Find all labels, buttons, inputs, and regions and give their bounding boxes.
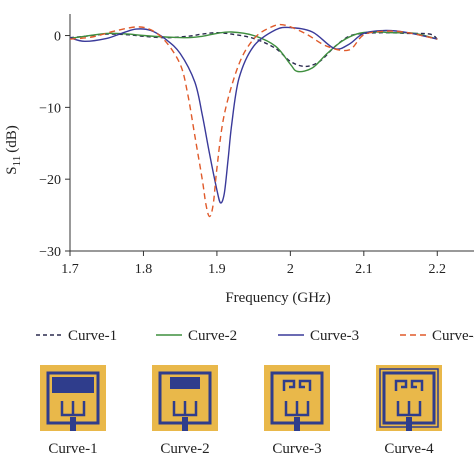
y-axis-title-unit: (dB) bbox=[4, 125, 20, 153]
legend-label: Curve-4 bbox=[432, 328, 474, 344]
plot-area: 0 −10 −20 −30 1.7 1.8 1.9 2 2.1 2.2 Frequency (G… bbox=[4, 14, 474, 306]
thumbnail-slot bbox=[282, 379, 312, 391]
y-tick-label: −20 bbox=[39, 173, 61, 188]
legend: Curve-1 Curve-2 Curve-3 Curve-4 bbox=[36, 328, 474, 344]
x-ticks: 1.7 1.8 1.9 2 2.1 2.2 bbox=[61, 251, 446, 277]
y-axis-title-main: S bbox=[4, 166, 20, 174]
thumbnail-fork bbox=[172, 401, 198, 417]
design-thumbnail: Curve-1 bbox=[40, 365, 106, 457]
x-tick-label: 1.7 bbox=[61, 262, 79, 277]
design-thumbnails: Curve-1 Curve-2 Curve-3 Curve-4 bbox=[40, 365, 442, 457]
y-axis-title: S11 (dB) bbox=[4, 125, 23, 174]
series-line-curve-1 bbox=[69, 31, 438, 68]
thumbnail-fork bbox=[396, 401, 422, 417]
x-tick-label: 2.1 bbox=[355, 262, 373, 277]
x-tick-label: 2.2 bbox=[429, 262, 447, 277]
y-tick-label: −10 bbox=[39, 101, 61, 116]
y-tick-label: 0 bbox=[54, 30, 61, 45]
thumbnail-feedline bbox=[182, 417, 188, 431]
legend-label: Curve-2 bbox=[188, 328, 237, 344]
series-line-curve-2 bbox=[69, 31, 438, 73]
thumbnail-label: Curve-3 bbox=[272, 441, 321, 457]
thumbnail-fork bbox=[284, 401, 310, 417]
thumbnail-patch-fill bbox=[170, 377, 200, 389]
thumbnail-patch-fill bbox=[52, 377, 94, 393]
x-tick-label: 2 bbox=[287, 262, 294, 277]
y-ticks: 0 −10 −20 −30 bbox=[39, 30, 70, 260]
x-tick-label: 1.9 bbox=[208, 262, 226, 277]
y-tick-label: −30 bbox=[39, 245, 61, 260]
thumbnail-slot bbox=[394, 379, 424, 391]
series-lines bbox=[69, 23, 438, 218]
series-line-curve-4 bbox=[69, 23, 438, 218]
thumbnail-label: Curve-2 bbox=[160, 441, 209, 457]
design-thumbnail: Curve-3 bbox=[264, 365, 330, 457]
thumbnail-feedline bbox=[406, 417, 412, 431]
thumbnail-label: Curve-1 bbox=[48, 441, 97, 457]
x-axis-title: Frequency (GHz) bbox=[225, 290, 330, 306]
thumbnail-feedline bbox=[294, 417, 300, 431]
design-thumbnail: Curve-2 bbox=[152, 365, 218, 457]
x-tick-label: 1.8 bbox=[135, 262, 153, 277]
series-line-curve-3 bbox=[69, 26, 438, 204]
thumbnail-feedline bbox=[70, 417, 76, 431]
design-thumbnail: Curve-4 bbox=[376, 365, 442, 457]
thumbnail-label: Curve-4 bbox=[384, 441, 434, 457]
thumbnail-fork bbox=[60, 401, 86, 417]
legend-label: Curve-3 bbox=[310, 328, 359, 344]
y-axis-title-sub: 11 bbox=[11, 156, 23, 167]
legend-label: Curve-1 bbox=[68, 328, 117, 344]
